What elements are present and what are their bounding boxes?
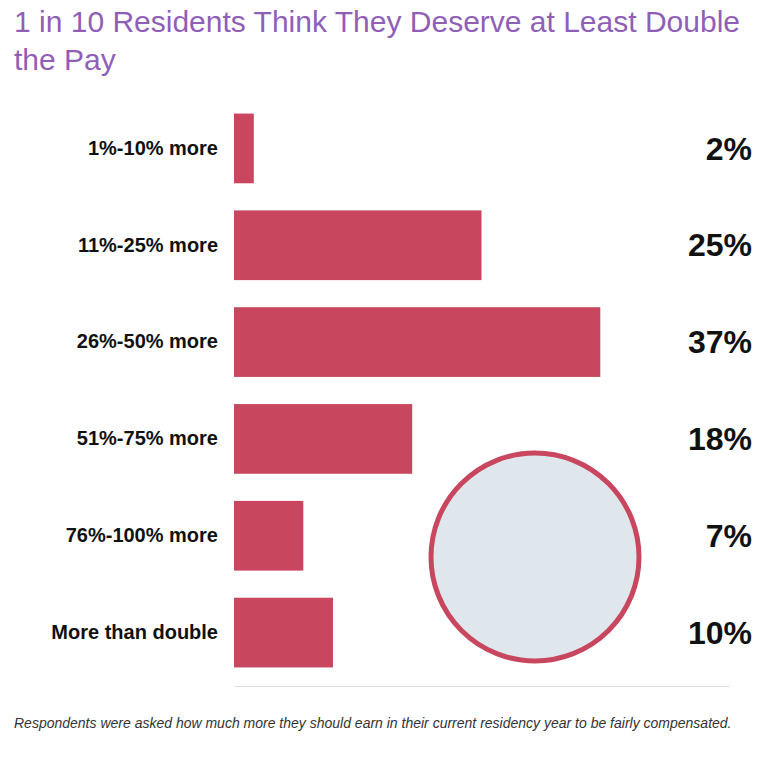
data-label: 37% [688,324,752,360]
data-label: 7% [706,518,752,554]
chart: 1 in 10 Residents Think They Deserve at … [0,0,768,765]
category-label: More than double [51,621,218,643]
tick: 1%-10% more [88,137,234,159]
bar [234,501,303,571]
bar [234,210,482,280]
category-label: 1%-10% more [88,137,218,159]
x-axis [235,686,730,687]
category-label: 11%-25% more [78,234,218,256]
category-label: 26%-50% more [77,330,218,352]
bars [234,114,600,668]
category-label: 76%-100% more [66,524,218,546]
bar [234,404,412,474]
axis-line [235,686,730,687]
title: 1 in 10 Residents Think They Deserve at … [14,5,740,76]
bar [234,114,254,184]
tick: 26%-50% more [77,330,234,352]
tick: 76%-100% more [66,524,234,546]
tick: 11%-25% more [78,234,234,256]
tick: 51%-75% more [77,427,234,449]
y-axis: 1%-10% more 11%-25% more 26%-50% more 51%-7… [51,137,234,643]
data-label: 2% [706,131,752,167]
data-label: 25% [688,227,752,263]
tick: More than double [51,621,234,643]
footnote: Respondents were asked how much more the… [14,715,732,731]
category-label: 51%-75% more [77,427,218,449]
photo-frame [431,453,639,661]
data-labels: 2% 25% 37% 18% 7% 10% [688,131,752,651]
bar [234,598,333,668]
text-line: 1 in 10 Residents Think They Deserve at … [14,5,740,38]
text-line: the Pay [14,43,116,76]
bar [234,307,600,377]
text-line: Respondents were asked how much more the… [14,715,732,731]
data-label: 10% [688,615,752,651]
data-label: 18% [688,421,752,457]
